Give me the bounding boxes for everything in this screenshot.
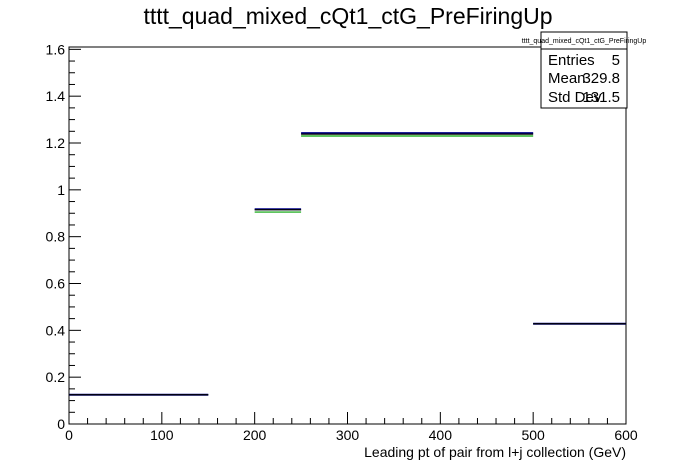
x-tick-label: 200: [243, 427, 267, 443]
y-tick-label: 0.2: [46, 369, 66, 385]
stats-entries-value: 5: [612, 52, 620, 69]
y-tick-label: 0.8: [46, 229, 66, 245]
stats-box-title: tttt_quad_mixed_cQt1_ctG_PreFiringUp: [522, 38, 647, 45]
x-axis: 0 100 200 300 400 500 600: [65, 412, 638, 443]
data-series: [69, 132, 626, 396]
stats-mean-value: 329.8: [582, 70, 620, 87]
y-tick-label: 1.4: [46, 88, 66, 104]
y-tick-label: 0.4: [46, 322, 66, 338]
stats-stddev-value: 131.5: [582, 89, 620, 106]
stats-mean-label: Mean: [548, 70, 586, 87]
x-tick-label: 400: [429, 427, 453, 443]
stats-box: tttt_quad_mixed_cQt1_ctG_PreFiringUp Ent…: [522, 31, 647, 109]
x-tick-label: 600: [614, 427, 638, 443]
x-tick-label: 300: [336, 427, 360, 443]
stats-stddev-label: Std Dev: [548, 89, 602, 106]
stats-box-frame: [540, 31, 628, 109]
y-tick-label: 1.2: [46, 135, 66, 151]
y-tick-label: 1: [57, 182, 65, 198]
chart-title: tttt_quad_mixed_cQt1_ctG_PreFiringUp: [143, 3, 552, 29]
y-tick-label: 1.6: [46, 41, 66, 57]
y-tick-label: 0.6: [46, 276, 66, 292]
y-tick-label: 0: [57, 416, 65, 432]
y-axis: 0 0.2 0.4 0.6 0.8 1 1.2 1.4 1.6: [46, 41, 81, 432]
x-axis-label: Leading pt of pair from l+j collection (…: [364, 444, 626, 460]
stats-entries-label: Entries: [548, 52, 595, 69]
x-tick-label: 100: [150, 427, 174, 443]
x-tick-label: 500: [521, 427, 545, 443]
x-tick-label: 0: [65, 427, 73, 443]
